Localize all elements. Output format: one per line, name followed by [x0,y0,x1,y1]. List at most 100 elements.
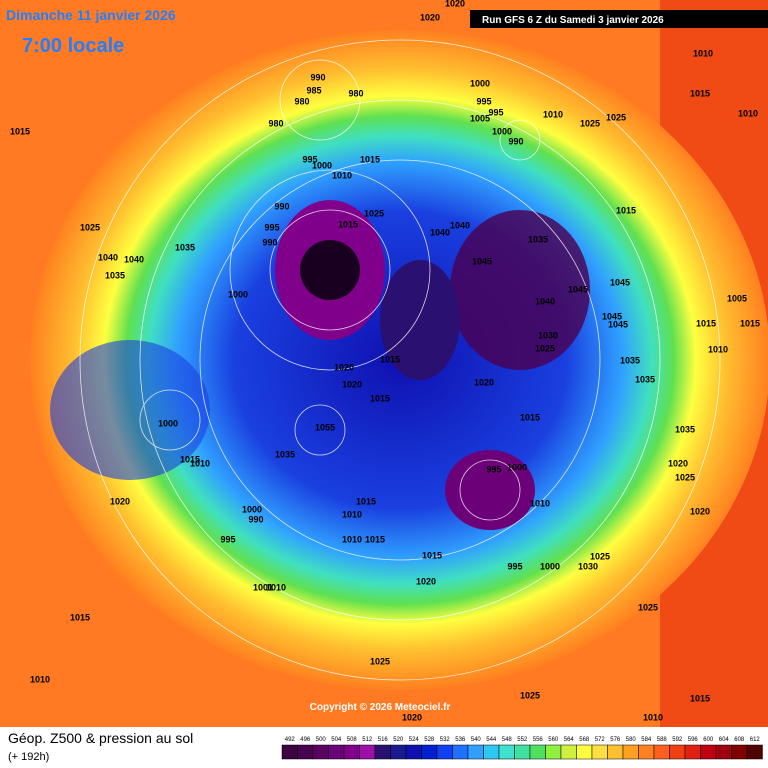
scale-swatch [669,744,686,760]
pressure-label: 1015 [690,693,710,703]
pressure-label: 1025 [590,551,610,561]
pressure-label: 1045 [608,319,628,329]
scale-tick-label: 508 [347,737,358,743]
pressure-label: 1010 [643,712,663,722]
pressure-label: 1045 [610,277,630,287]
pressure-label: 1035 [675,424,695,434]
pressure-label: 990 [274,201,289,211]
scale-swatch [700,744,717,760]
pressure-label: 1040 [98,252,118,262]
pressure-label: 1035 [275,449,295,459]
pressure-label: 1015 [10,126,30,136]
scale-tick-label: 592 [672,737,683,743]
pressure-label: 1015 [690,88,710,98]
scale-swatch [281,744,298,760]
scale-swatch [560,744,577,760]
pressure-label: 1020 [402,712,422,722]
scale-tick-label: 584 [641,737,652,743]
pressure-label: 1055 [315,422,335,432]
scale-tick-label: 556 [533,737,544,743]
pressure-label: 1035 [528,234,548,244]
scale-swatch [591,744,608,760]
scale-tick-label: 576 [610,737,621,743]
pressure-label: 995 [507,561,522,571]
pressure-label: 1035 [635,374,655,384]
scale-swatch [467,744,484,760]
scale-swatch [421,744,438,760]
scale-swatch [359,744,376,760]
pressure-label: 990 [248,514,263,524]
pressure-label: 980 [268,118,283,128]
pressure-label: 1000 [507,462,527,472]
run-banner [470,10,768,28]
scale-swatch [312,744,329,760]
pressure-label: 1025 [370,656,390,666]
scale-swatch [390,744,407,760]
run-label: Run GFS 6 Z du Samedi 3 janvier 2026 [482,15,664,26]
scale-tick-label: 516 [378,737,389,743]
scale-swatch [746,744,763,760]
pressure-label: 1020 [474,377,494,387]
pressure-label: 1015 [422,550,442,560]
scale-swatch [622,744,639,760]
scale-swatch [297,744,314,760]
pressure-label: 1015 [520,412,540,422]
pressure-labels: 1020102010101015101010159909859809809801… [10,0,760,722]
scale-tick-label: 548 [502,737,513,743]
pressure-label: 1010 [738,108,758,118]
pressure-label: 1020 [334,362,354,372]
pressure-label: 1001 [253,582,273,592]
scale-tick-label: 600 [703,737,714,743]
pressure-label: 1020 [420,12,440,22]
pressure-label: 1045 [568,284,588,294]
pressure-label: 1010 [190,458,210,468]
pressure-label: 1010 [30,674,50,684]
scale-tick-label: 528 [424,737,435,743]
scale-tick-label: 504 [331,737,342,743]
pressure-label: 1015 [70,612,90,622]
pressure-label: 995 [302,154,317,164]
pressure-label: 995 [476,96,491,106]
scale-tick-label: 492 [285,737,296,743]
pressure-label: 1015 [360,154,380,164]
pressure-label: 1040 [535,296,555,306]
scale-swatch [638,744,655,760]
pressure-label: 1015 [180,454,200,464]
pressure-label: 1015 [696,318,716,328]
scale-swatch [545,744,562,760]
pressure-label: 1040 [124,254,144,264]
pressure-label: 1010 [342,509,362,519]
pressure-label: 1025 [535,343,555,353]
pressure-label: 1030 [538,330,558,340]
scale-tick-label: 596 [688,737,699,743]
scale-tick-label: 544 [486,737,497,743]
scale-tick-label: 552 [517,737,528,743]
scale-tick-label: 524 [409,737,420,743]
pressure-label: 1025 [80,222,100,232]
isobars [79,39,721,681]
low-height-area [450,210,590,370]
scale-swatch [374,744,391,760]
color-scale: 492 496 500 504 508 512 516 520 524 528 532 536 540 5… [281,737,763,760]
scale-swatch [514,744,531,760]
pressure-label: 980 [348,88,363,98]
scale-tick-label: 500 [316,737,327,743]
pressure-label: 1010 [342,534,362,544]
pressure-label: 985 [306,85,321,95]
scale-swatch [576,744,593,760]
pressure-label: 1000 [492,126,512,136]
pressure-label: 1010 [543,109,563,119]
pressure-label: 1000 [228,289,248,299]
pressure-label: 1000 [242,504,262,514]
pressure-label: 1015 [356,496,376,506]
scale-tick-label: 568 [579,737,590,743]
scale-swatch [483,744,500,760]
scale-tick-label: 532 [440,737,451,743]
scale-swatch [684,744,701,760]
pressure-label: 1010 [693,48,713,58]
pressure-label: 1030 [578,561,598,571]
scale-tick-label: 564 [564,737,575,743]
scale-swatch [653,744,670,760]
scale-swatch [715,744,732,760]
